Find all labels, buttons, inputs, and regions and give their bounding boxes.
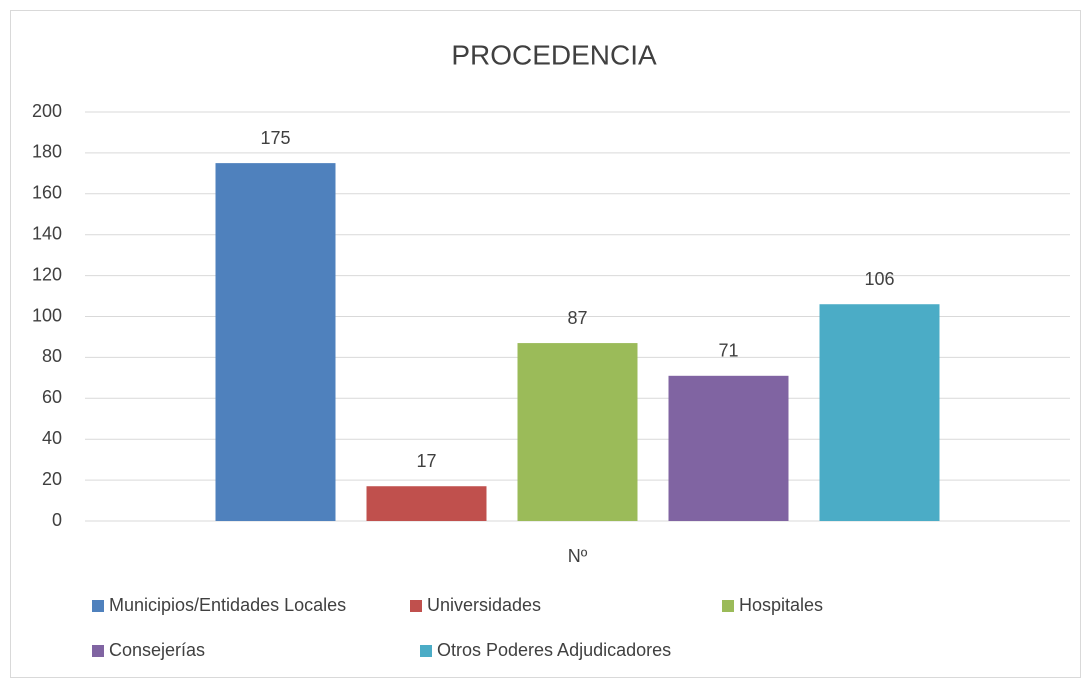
data-label: 71 [718, 341, 738, 361]
y-tick-label: 20 [42, 469, 62, 489]
bar [517, 343, 638, 521]
legend-label: Universidades [427, 595, 541, 615]
legend-swatch [722, 600, 734, 612]
legend-swatch [92, 600, 104, 612]
y-tick-label: 0 [52, 510, 62, 530]
y-tick-label: 160 [32, 183, 62, 203]
y-tick-label: 80 [42, 346, 62, 366]
y-tick-label: 120 [32, 264, 62, 284]
y-tick-label: 100 [32, 305, 62, 325]
data-label: 87 [567, 308, 587, 328]
y-tick-label: 200 [32, 101, 62, 121]
bar [366, 486, 487, 521]
y-tick-label: 180 [32, 142, 62, 162]
data-label: 106 [864, 269, 894, 289]
x-tick-label: Nº [568, 546, 588, 566]
y-tick-label: 140 [32, 223, 62, 243]
bar [668, 375, 789, 521]
chart-title: PROCEDENCIA [451, 39, 657, 70]
legend-label: Otros Poderes Adjudicadores [437, 640, 671, 660]
data-label: 17 [416, 451, 436, 471]
legend-swatch [410, 600, 422, 612]
y-tick-label: 40 [42, 428, 62, 448]
y-tick-label: 60 [42, 387, 62, 407]
legend-swatch [420, 645, 432, 657]
data-label: 175 [260, 128, 290, 148]
legend-swatch [92, 645, 104, 657]
legend-label: Municipios/Entidades Locales [109, 595, 346, 615]
legend-label: Consejerías [109, 640, 205, 660]
bar [215, 163, 336, 521]
legend-label: Hospitales [739, 595, 823, 615]
bar [819, 304, 940, 521]
